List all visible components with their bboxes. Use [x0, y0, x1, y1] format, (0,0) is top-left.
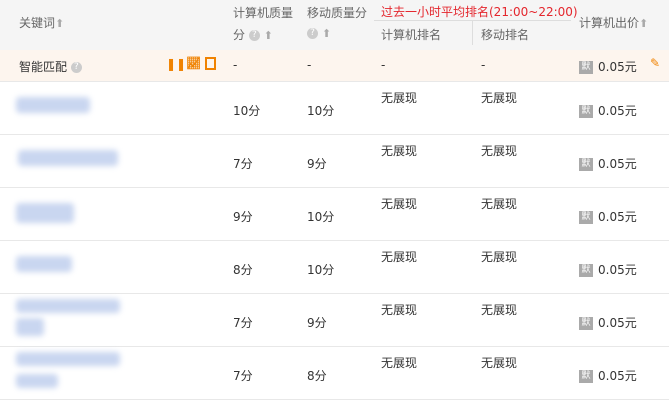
redacted-keyword	[16, 203, 74, 223]
mobile-quality: 9分	[307, 157, 327, 171]
help-icon[interactable]: ?	[70, 62, 82, 73]
sort-arrow-icon[interactable]: ⬆	[55, 17, 65, 30]
pc-rank: -	[381, 58, 386, 72]
pause-icon[interactable]: ❚❚	[166, 57, 187, 71]
pc-quality: -	[233, 58, 238, 72]
sort-arrow-icon[interactable]: ⬆	[639, 17, 649, 30]
pc-quality: 7分	[233, 316, 253, 330]
mobile-quality: 10分	[307, 210, 335, 224]
bid[interactable]: 默 0.05元	[579, 58, 637, 75]
redacted-keyword	[16, 256, 72, 272]
pc-rank: 无展现	[381, 197, 418, 211]
pc-rank: 无展现	[381, 250, 418, 264]
bid[interactable]: 默 0.05元	[579, 314, 637, 331]
redacted-keyword	[18, 150, 118, 166]
pc-quality-header: 计算机质量	[233, 6, 294, 20]
mobile-rank: 无展现	[481, 303, 518, 317]
mobile-rank: 无展现	[481, 91, 518, 105]
mobile-quality: -	[307, 58, 312, 72]
default-badge-icon: 默	[579, 370, 593, 383]
mobile-quality: 10分	[307, 104, 335, 118]
default-badge-icon: 默	[579, 264, 593, 277]
mobile-rank: -	[481, 58, 486, 72]
mobile-quality: 10分	[307, 263, 335, 277]
smart-match-row: 智能匹配 ? ❚❚ 📈︎ - - - - 默 0.05元 ✎	[0, 50, 669, 82]
redacted-keyword	[16, 97, 90, 113]
pc-quality-header-2[interactable]: 分 ? ⬆	[233, 28, 273, 42]
pc-rank: 无展现	[381, 356, 418, 370]
default-badge-icon: 默	[579, 105, 593, 118]
divider	[374, 20, 571, 21]
pc-quality: 7分	[233, 157, 253, 171]
redacted-keyword	[16, 299, 120, 313]
keyword-header[interactable]: 关键词⬆	[19, 16, 65, 30]
pc-rank: 无展现	[381, 303, 418, 317]
rank-group-header: 过去一小时平均排名(21:00~22:00)	[381, 5, 578, 19]
report-icon[interactable]	[205, 57, 216, 70]
help-icon[interactable]: ?	[307, 28, 318, 39]
table-row: 7分 9分 无展现 无展现默 0.05元	[0, 135, 669, 188]
help-icon[interactable]: ?	[248, 30, 260, 41]
pc-quality: 8分	[233, 263, 253, 277]
divider	[472, 21, 473, 45]
default-badge-icon: 默	[579, 158, 593, 171]
table-header: 关键词⬆ 计算机质量 分 ? ⬆ 移动质量分 ? ⬆ 过去一小时平均排名(21:…	[0, 0, 669, 50]
mobile-quality: 9分	[307, 316, 327, 330]
default-badge-icon: 默	[579, 61, 593, 74]
bid[interactable]: 默 0.05元	[579, 102, 637, 119]
mobile-quality-header: 移动质量分	[307, 6, 368, 20]
table-row: 10分 10分 无展现 无展现默 0.05元	[0, 82, 669, 135]
table-row: 8分 10分 无展现 无展现默 0.05元	[0, 241, 669, 294]
pc-quality: 10分	[233, 104, 261, 118]
table-row: 7分 9分 无展现 无展现默 0.05元	[0, 294, 669, 347]
trend-chart-icon[interactable]: 📈︎	[186, 56, 202, 70]
bid[interactable]: 默 0.05元	[579, 261, 637, 278]
pc-quality: 7分	[233, 369, 253, 383]
table-row: 7分 8分 无展现 无展现默 0.05元	[0, 347, 669, 400]
mobile-rank: 无展现	[481, 356, 518, 370]
edit-pencil-icon[interactable]: ✎	[650, 56, 661, 70]
pc-quality: 9分	[233, 210, 253, 224]
redacted-keyword	[16, 318, 44, 336]
bid[interactable]: 默 0.05元	[579, 155, 637, 172]
redacted-keyword	[16, 352, 120, 366]
mobile-rank: 无展现	[481, 250, 518, 264]
redacted-keyword	[16, 374, 58, 388]
pc-rank: 无展现	[381, 144, 418, 158]
sort-arrow-icon[interactable]: ⬆	[263, 29, 273, 42]
mobile-quality-controls[interactable]: ? ⬆	[307, 26, 331, 40]
mobile-rank-header: 移动排名	[481, 28, 530, 42]
table-row: 9分 10分 无展现 无展现默 0.05元	[0, 188, 669, 241]
mobile-rank: 无展现	[481, 144, 518, 158]
pc-rank-header: 计算机排名	[381, 28, 442, 42]
mobile-quality: 8分	[307, 369, 327, 383]
sort-arrow-icon[interactable]: ⬆	[321, 27, 332, 40]
pc-bid-header[interactable]: 计算机出价⬆	[579, 16, 649, 30]
bid[interactable]: 默 0.05元	[579, 367, 637, 384]
default-badge-icon: 默	[579, 317, 593, 330]
bid[interactable]: 默 0.05元	[579, 208, 637, 225]
pc-rank: 无展现	[381, 91, 418, 105]
default-badge-icon: 默	[579, 211, 593, 224]
smart-match-label: 智能匹配 ?	[19, 58, 82, 75]
mobile-rank: 无展现	[481, 197, 518, 211]
